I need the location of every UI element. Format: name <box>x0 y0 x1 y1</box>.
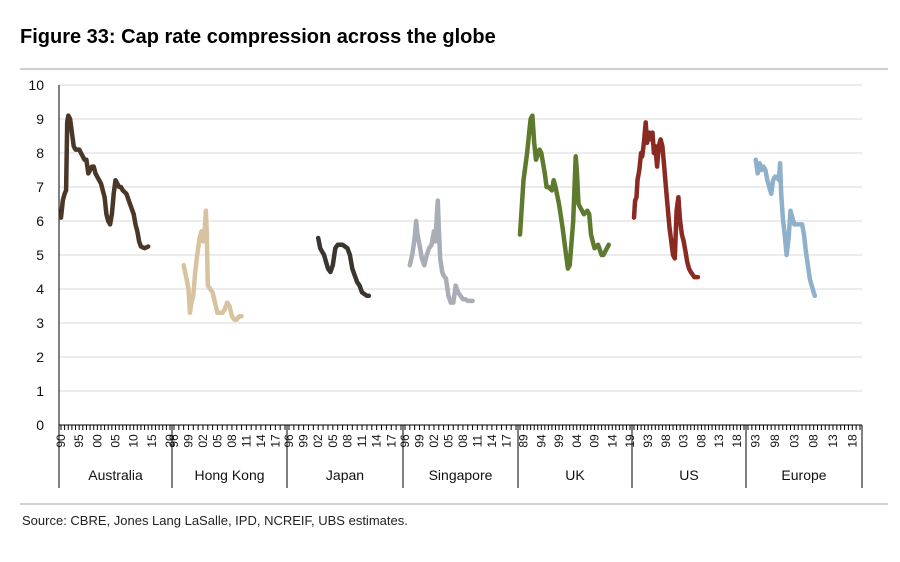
x-tick-label: 04 <box>570 434 584 448</box>
x-tick-label: 05 <box>109 434 123 448</box>
x-tick-label: 99 <box>181 434 195 448</box>
series-line-australia <box>58 113 151 251</box>
x-tick-label: 08 <box>340 434 354 448</box>
series-lines <box>58 113 818 322</box>
x-tick-label: 14 <box>254 434 268 448</box>
y-tick-label: 6 <box>36 213 44 229</box>
x-tick-label: 08 <box>456 434 470 448</box>
gridlines <box>59 84 862 392</box>
x-tick-label: 11 <box>355 434 369 447</box>
series-line-singapore <box>407 198 475 305</box>
group-label-singapore: Singapore <box>429 467 493 483</box>
x-tick-label: 17 <box>268 434 282 448</box>
x-tick-label: 00 <box>90 434 104 448</box>
group-label-australia: Australia <box>88 467 143 483</box>
x-tick-label: 03 <box>677 434 691 448</box>
group-label-europe: Europe <box>781 467 826 483</box>
x-tick-label: 99 <box>297 434 311 448</box>
source-divider <box>20 503 888 505</box>
y-tick-label: 5 <box>36 247 44 263</box>
x-tick-label: 96 <box>282 434 296 448</box>
x-tick-label: 95 <box>72 434 86 448</box>
x-tick-label: 17 <box>384 434 398 448</box>
x-tick-label: 08 <box>694 434 708 448</box>
x-tick-label: 14 <box>370 434 384 448</box>
y-tick-label: 8 <box>36 145 44 161</box>
x-tick-label: 11 <box>470 434 484 447</box>
x-tick-label: 15 <box>145 434 159 448</box>
x-tick-label: 98 <box>768 434 782 448</box>
x-tick-label: 99 <box>412 434 426 448</box>
x-tick-label: 08 <box>225 434 239 448</box>
series-line-hong-kong <box>181 208 244 322</box>
x-tick-label: 99 <box>552 434 566 448</box>
y-tick-label: 2 <box>36 349 44 365</box>
x-tick-label: 89 <box>517 434 531 448</box>
x-tick-label: 14 <box>605 434 619 448</box>
y-tick-label: 9 <box>36 111 44 127</box>
y-tick-label: 0 <box>36 417 44 433</box>
group-label-hong-kong: Hong Kong <box>194 467 264 483</box>
group-label-uk: UK <box>565 467 585 483</box>
source-note: Source: CBRE, Jones Lang LaSalle, IPD, N… <box>22 513 408 528</box>
group-label-japan: Japan <box>326 467 364 483</box>
series-line-uk <box>517 113 611 271</box>
title-divider <box>20 68 888 70</box>
x-tick-label: 93 <box>749 434 763 448</box>
x-tick-label: 17 <box>499 434 513 448</box>
series-line-europe <box>753 157 818 299</box>
y-tick-label: 10 <box>28 77 44 93</box>
x-tick-label: 05 <box>441 434 455 448</box>
y-tick-label: 4 <box>36 281 44 297</box>
x-tick-label: 02 <box>311 434 325 448</box>
x-tick-label: 18 <box>845 434 859 448</box>
x-tick-label: 11 <box>239 434 253 447</box>
x-tick-label: 18 <box>730 434 744 448</box>
y-tick-label: 3 <box>36 315 44 331</box>
y-tick-label: 1 <box>36 383 44 399</box>
axes <box>58 85 863 488</box>
x-tick-label: 03 <box>787 434 801 448</box>
x-tick-label: 96 <box>398 434 412 448</box>
x-tick-label: 02 <box>196 434 210 448</box>
x-tick-label: 19 <box>623 434 637 448</box>
x-tick-label: 10 <box>127 434 141 448</box>
series-line-us <box>631 120 701 280</box>
series-line-japan <box>315 235 372 299</box>
x-tick-label: 02 <box>427 434 441 448</box>
x-tick-label: 94 <box>534 434 548 448</box>
x-tick-label: 98 <box>659 434 673 448</box>
x-tick-label: 09 <box>588 434 602 448</box>
y-tick-label: 7 <box>36 179 44 195</box>
x-tick-label: 08 <box>807 434 821 448</box>
x-tick-label: 93 <box>641 434 655 448</box>
figure-title: Figure 33: Cap rate compression across t… <box>20 26 496 48</box>
x-tick-label: 90 <box>54 434 68 448</box>
group-label-us: US <box>679 467 698 483</box>
x-tick-label: 05 <box>210 434 224 448</box>
x-tick-label: 14 <box>485 434 499 448</box>
x-tick-label: 13 <box>712 434 726 448</box>
x-tick-label: 13 <box>826 434 840 448</box>
x-tick-label: 20 <box>163 434 177 448</box>
x-tick-label: 05 <box>326 434 340 448</box>
x-tick-label: 96 <box>167 434 181 448</box>
